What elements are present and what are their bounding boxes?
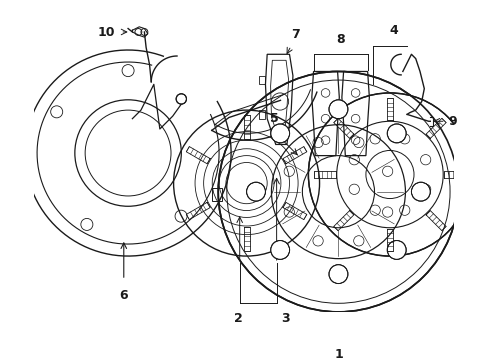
Circle shape xyxy=(270,240,290,260)
Circle shape xyxy=(176,94,187,104)
Circle shape xyxy=(387,240,406,260)
Text: 8: 8 xyxy=(336,33,345,46)
Text: 1: 1 xyxy=(334,348,343,360)
Text: 4: 4 xyxy=(390,24,399,37)
Text: 6: 6 xyxy=(120,289,128,302)
Circle shape xyxy=(387,124,406,143)
Text: 2: 2 xyxy=(234,312,243,325)
Text: 3: 3 xyxy=(281,312,290,325)
Text: 9: 9 xyxy=(448,115,457,128)
Text: 10: 10 xyxy=(98,26,115,39)
Circle shape xyxy=(329,265,348,284)
Text: 5: 5 xyxy=(270,112,278,125)
Circle shape xyxy=(270,124,290,143)
Circle shape xyxy=(308,93,471,256)
Circle shape xyxy=(329,100,348,119)
Circle shape xyxy=(246,182,266,201)
Circle shape xyxy=(218,72,459,312)
Circle shape xyxy=(412,182,430,201)
Text: 7: 7 xyxy=(291,28,300,41)
